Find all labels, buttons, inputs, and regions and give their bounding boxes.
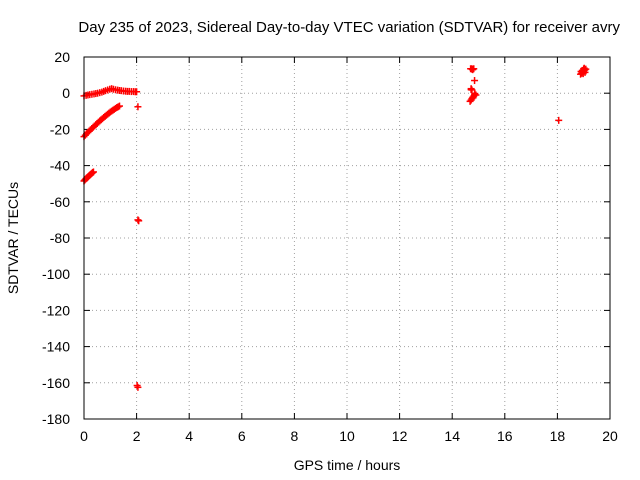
data-point [579, 70, 587, 78]
x-axis-title: GPS time / hours [294, 457, 401, 473]
data-point [555, 116, 563, 124]
data-point [134, 103, 142, 111]
data-point [471, 77, 479, 85]
y-tick-label: -120 [42, 302, 70, 318]
x-tick-label: 2 [133, 428, 141, 444]
y-tick-label: 0 [62, 85, 70, 101]
data-point [467, 85, 475, 93]
y-tick-label: -20 [50, 121, 70, 137]
data-point [134, 216, 142, 224]
chart-title: Day 235 of 2023, Sidereal Day-to-day VTE… [78, 19, 620, 36]
data-point [133, 88, 141, 96]
data-points [80, 64, 590, 391]
data-point [468, 65, 476, 73]
x-tick-label: 6 [238, 428, 246, 444]
data-point [135, 217, 143, 225]
x-tick-label: 0 [80, 428, 88, 444]
x-tick-label: 10 [339, 428, 355, 444]
data-point [89, 168, 97, 176]
y-tick-label: -160 [42, 375, 70, 391]
y-tick-label: -40 [50, 158, 70, 174]
x-tick-labels: 0 2 4 6 8 10 12 14 16 18 20 [80, 428, 618, 444]
data-point [580, 64, 588, 72]
y-tick-label: -100 [42, 266, 70, 282]
x-tick-label: 4 [185, 428, 193, 444]
x-tick-label: 20 [602, 428, 618, 444]
data-point [116, 102, 124, 110]
x-tick-label: 18 [550, 428, 566, 444]
grid-lines [84, 57, 610, 419]
y-axis-title: SDTVAR / TECUs [5, 182, 21, 294]
data-point [134, 383, 142, 391]
y-tick-labels: 20 0 -20 -40 -60 -80 -100 -120 -140 -160 -180 [42, 49, 70, 427]
data-point [468, 86, 476, 94]
y-tick-label: -80 [50, 230, 70, 246]
y-tick-label: 20 [54, 49, 70, 65]
x-tick-label: 14 [444, 428, 460, 444]
y-tick-label: -140 [42, 339, 70, 355]
x-tick-label: 12 [392, 428, 408, 444]
x-tick-label: 8 [291, 428, 299, 444]
data-point [471, 90, 479, 98]
axis-ticks [83, 56, 611, 420]
data-point [472, 91, 480, 99]
plot-frame [83, 56, 611, 420]
y-tick-label: -60 [50, 194, 70, 210]
y-tick-label: -180 [42, 411, 70, 427]
x-tick-label: 16 [497, 428, 513, 444]
